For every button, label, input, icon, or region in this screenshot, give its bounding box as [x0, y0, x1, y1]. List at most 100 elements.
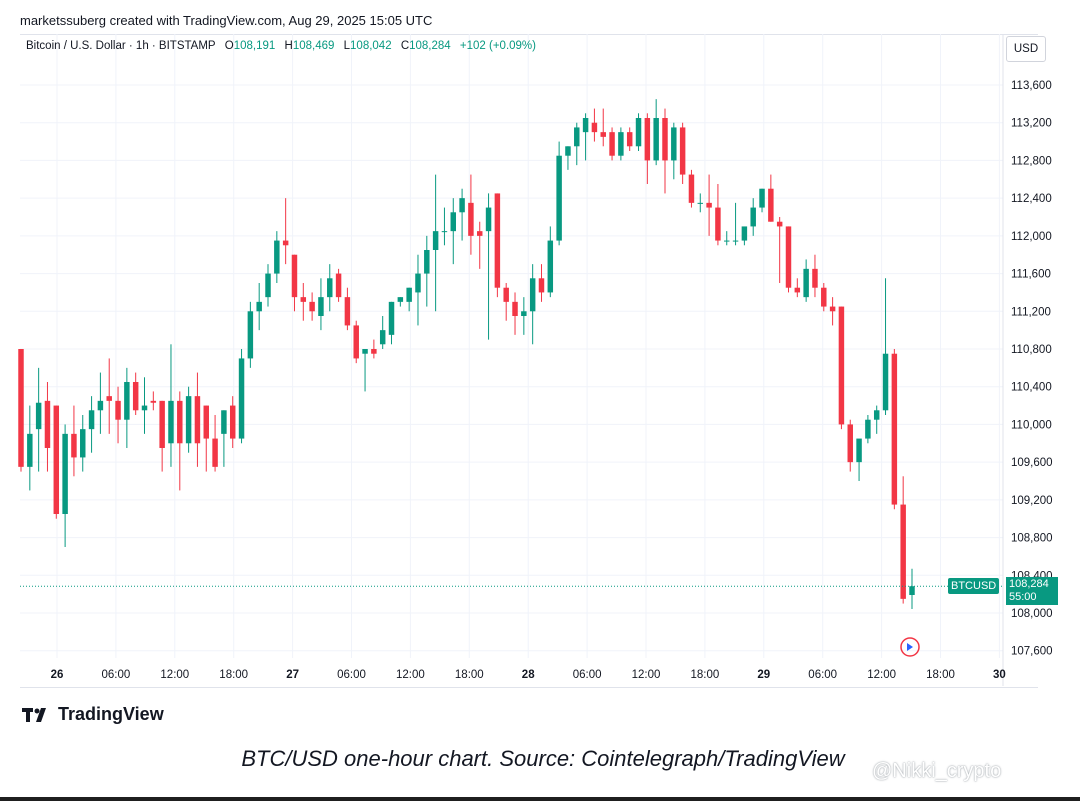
candle-body [873, 410, 880, 420]
replay-icon[interactable] [900, 637, 920, 657]
candle [185, 386, 192, 453]
candle-body [856, 438, 862, 463]
candle [415, 254, 421, 326]
candle-body [732, 240, 739, 242]
candles [18, 99, 915, 610]
candle [591, 108, 598, 142]
series-name: Bitcoin / U.S. Dollar · 1h · BITSTAMP [26, 40, 216, 52]
candle-body [132, 382, 139, 411]
watermark: @Nikki_crypto [872, 760, 1001, 783]
candle-body [582, 118, 589, 133]
candle [353, 320, 359, 364]
y-tick-label: 112,400 [1011, 193, 1052, 205]
candle [309, 292, 315, 321]
candle-body [291, 254, 298, 298]
candle [256, 283, 262, 331]
x-tick-label: 12:00 [396, 669, 425, 681]
candle [18, 349, 24, 472]
candle [406, 287, 412, 312]
candle [203, 405, 209, 472]
candle-body [891, 353, 898, 505]
candle-body [159, 400, 165, 448]
chart-credit: marketssuberg created with TradingView.c… [20, 13, 433, 28]
candle-body [724, 240, 730, 242]
candle-body [882, 353, 889, 411]
candle [865, 415, 871, 444]
candle-body [327, 278, 333, 298]
candle [468, 174, 474, 255]
candle-body [838, 306, 845, 425]
candle [327, 264, 333, 312]
candle [829, 297, 836, 326]
last-price-tag: 108,284 55:00 [1006, 577, 1058, 605]
candle-body [785, 226, 792, 288]
candle-body [485, 207, 492, 232]
candle [318, 278, 324, 331]
candlestick-chart[interactable]: 107,600108,000108,400108,800109,200109,6… [0, 0, 1080, 690]
candle-body [300, 297, 307, 302]
currency-button[interactable]: USD [1006, 36, 1046, 62]
candle-body [556, 155, 562, 241]
x-tick-label: 30 [993, 669, 1006, 681]
x-tick-label: 12:00 [867, 669, 896, 681]
candle [450, 198, 457, 265]
candle-body [847, 424, 853, 463]
candle [229, 396, 236, 448]
candle [494, 193, 501, 298]
symbol-tag: BTCUSD [948, 578, 1000, 594]
candle-body [574, 127, 580, 147]
candle-body [803, 268, 809, 298]
price-axis: 107,600108,000108,400108,800109,200109,6… [1002, 34, 1053, 686]
candle-body [829, 306, 836, 312]
tradingview-logo[interactable]: TradingView [22, 704, 164, 725]
low-label: L [343, 40, 351, 52]
candle-body [53, 405, 60, 514]
candle-body [715, 207, 721, 241]
chart-frame [20, 34, 1038, 688]
grid-lines [20, 34, 1003, 658]
candle-body [238, 358, 245, 439]
candle-body [741, 226, 748, 241]
candle [221, 410, 227, 467]
candle [150, 391, 157, 411]
candle [847, 419, 853, 472]
low-value: 108,042 [350, 40, 392, 52]
candle [635, 113, 642, 151]
candle [432, 174, 439, 312]
candle [335, 268, 342, 302]
candle [291, 254, 298, 312]
candle-body [476, 231, 483, 236]
candle [62, 424, 68, 547]
candle [265, 264, 271, 307]
candle-body [644, 118, 651, 161]
candle-body [229, 405, 236, 439]
high-label: H [284, 40, 293, 52]
candle [424, 235, 430, 307]
close-value: 108,284 [409, 40, 451, 52]
candle-body [274, 240, 280, 274]
candle [609, 127, 615, 161]
candle-body [432, 231, 439, 250]
candle [776, 217, 783, 283]
candle [759, 188, 765, 213]
candle [582, 113, 589, 161]
candle [485, 193, 492, 340]
candle [679, 122, 686, 184]
candle [521, 297, 527, 335]
x-tick-label: 18:00 [691, 669, 720, 681]
candle [900, 476, 906, 604]
candle [476, 221, 483, 269]
candle [891, 349, 898, 510]
candle [803, 259, 809, 302]
candle-body [309, 301, 315, 312]
candle [732, 202, 739, 246]
candle-body [600, 132, 606, 137]
candle [177, 391, 183, 491]
candle-body [397, 297, 404, 302]
candle [27, 405, 33, 491]
candle [44, 382, 51, 472]
candle-body [768, 188, 774, 222]
candle-body [750, 207, 756, 227]
candle-body [150, 400, 157, 403]
candle [909, 568, 915, 610]
